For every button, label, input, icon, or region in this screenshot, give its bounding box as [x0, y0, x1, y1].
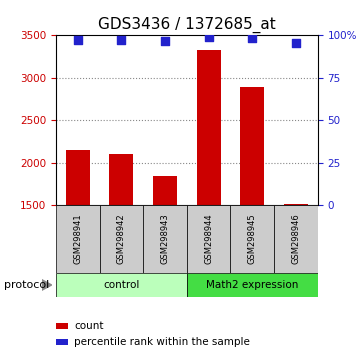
Point [206, 34, 212, 40]
Bar [56, 323, 68, 329]
Bar [197, 50, 221, 205]
Polygon shape [42, 280, 52, 290]
Bar [56, 339, 68, 345]
Text: count: count [74, 321, 104, 331]
Bar [56, 273, 187, 297]
Point [162, 39, 168, 44]
Text: GSM298941: GSM298941 [73, 213, 82, 264]
Text: GSM298942: GSM298942 [117, 213, 126, 264]
Text: GSM298944: GSM298944 [204, 213, 213, 264]
Text: GSM298945: GSM298945 [248, 213, 257, 264]
Bar [274, 205, 318, 273]
Text: Math2 expression: Math2 expression [206, 280, 299, 290]
Point [249, 35, 255, 41]
Text: control: control [103, 280, 140, 290]
Text: GSM298943: GSM298943 [161, 213, 170, 264]
Bar [143, 205, 187, 273]
Point [293, 40, 299, 46]
Text: percentile rank within the sample: percentile rank within the sample [74, 337, 250, 347]
Bar [230, 205, 274, 273]
Bar [66, 150, 90, 205]
Point [118, 37, 124, 42]
Text: protocol: protocol [4, 280, 49, 290]
Bar [56, 205, 100, 273]
Text: GSM298946: GSM298946 [291, 213, 300, 264]
Bar [100, 205, 143, 273]
Bar [187, 273, 318, 297]
Bar [187, 205, 230, 273]
Point [75, 37, 81, 42]
Bar [109, 154, 133, 205]
Title: GDS3436 / 1372685_at: GDS3436 / 1372685_at [98, 16, 276, 33]
Bar [240, 87, 264, 205]
Bar [153, 176, 177, 205]
